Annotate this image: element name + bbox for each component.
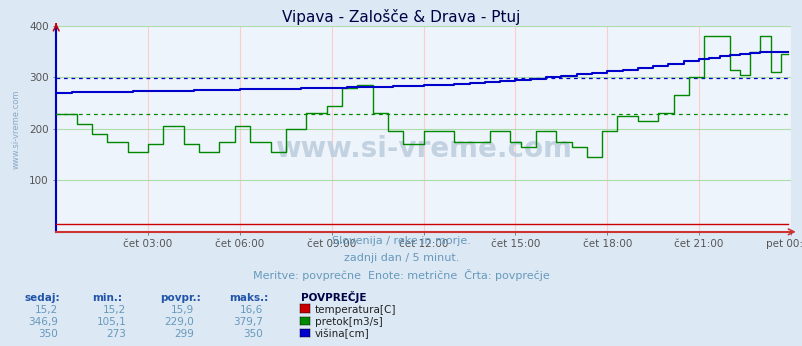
- Text: maks.:: maks.:: [229, 293, 268, 303]
- Text: temperatura[C]: temperatura[C]: [314, 305, 395, 315]
- Text: 350: 350: [38, 329, 58, 339]
- Text: Slovenija / reke in morje.: Slovenija / reke in morje.: [332, 236, 470, 246]
- Text: POVPREČJE: POVPREČJE: [301, 291, 367, 303]
- Text: 16,6: 16,6: [239, 305, 262, 315]
- Text: Meritve: povprečne  Enote: metrične  Črta: povprečje: Meritve: povprečne Enote: metrične Črta:…: [253, 268, 549, 281]
- Text: višina[cm]: višina[cm]: [314, 329, 369, 339]
- Text: 346,9: 346,9: [28, 317, 58, 327]
- Text: Vipava - Zalošče & Drava - Ptuj: Vipava - Zalošče & Drava - Ptuj: [282, 9, 520, 25]
- Text: 15,2: 15,2: [34, 305, 58, 315]
- Text: 379,7: 379,7: [233, 317, 262, 327]
- Text: 15,9: 15,9: [171, 305, 194, 315]
- Text: 15,2: 15,2: [103, 305, 126, 315]
- Text: zadnji dan / 5 minut.: zadnji dan / 5 minut.: [343, 253, 459, 263]
- Text: 105,1: 105,1: [96, 317, 126, 327]
- Text: www.si-vreme.com: www.si-vreme.com: [11, 89, 20, 169]
- Text: 273: 273: [106, 329, 126, 339]
- Text: povpr.:: povpr.:: [160, 293, 201, 303]
- Text: www.si-vreme.com: www.si-vreme.com: [275, 136, 571, 163]
- Text: 350: 350: [242, 329, 262, 339]
- Text: 299: 299: [174, 329, 194, 339]
- Text: sedaj:: sedaj:: [24, 293, 59, 303]
- Text: min.:: min.:: [92, 293, 122, 303]
- Text: pretok[m3/s]: pretok[m3/s]: [314, 317, 382, 327]
- Text: 229,0: 229,0: [164, 317, 194, 327]
